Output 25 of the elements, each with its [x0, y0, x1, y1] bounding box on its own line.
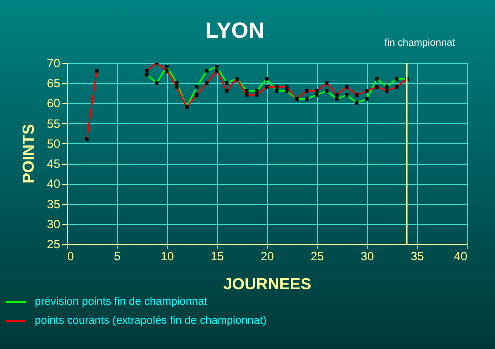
y-tick-label: 70	[47, 56, 61, 70]
x-tick-label: 15	[210, 250, 224, 264]
y-tick-label: 35	[47, 197, 61, 212]
y-tick-label: 55	[47, 116, 61, 131]
x-tick-label: 40	[454, 250, 468, 264]
legend-label: points courants (extrapolés fin de championnat)	[35, 315, 267, 327]
y-tick-label: 50	[47, 136, 61, 151]
x-tick-label: 20	[260, 250, 274, 264]
y-tick-label: 60	[47, 96, 61, 111]
y-tick-label: 25	[47, 238, 61, 252]
y-tick-label: 45	[47, 157, 61, 172]
y-tick-label: 65	[47, 76, 61, 91]
x-tick-label: 5	[114, 250, 122, 264]
x-tick-label: 30	[360, 250, 374, 264]
x-tick-label: 0	[68, 250, 74, 264]
x-tick-label: 10	[160, 250, 174, 264]
legend-label: prévision points fin de championnat	[35, 296, 208, 308]
chart-title: LYON	[205, 18, 265, 43]
y-tick-label: 30	[47, 217, 61, 232]
y-axis-title: POINTS	[21, 124, 38, 184]
y-tick-label: 40	[47, 177, 61, 192]
x-tick-label: 25	[310, 250, 324, 264]
x-axis-title: JOURNEES	[223, 276, 312, 294]
ref-line-label: fin championnat	[384, 38, 456, 49]
x-tick-label: 35	[410, 250, 424, 264]
